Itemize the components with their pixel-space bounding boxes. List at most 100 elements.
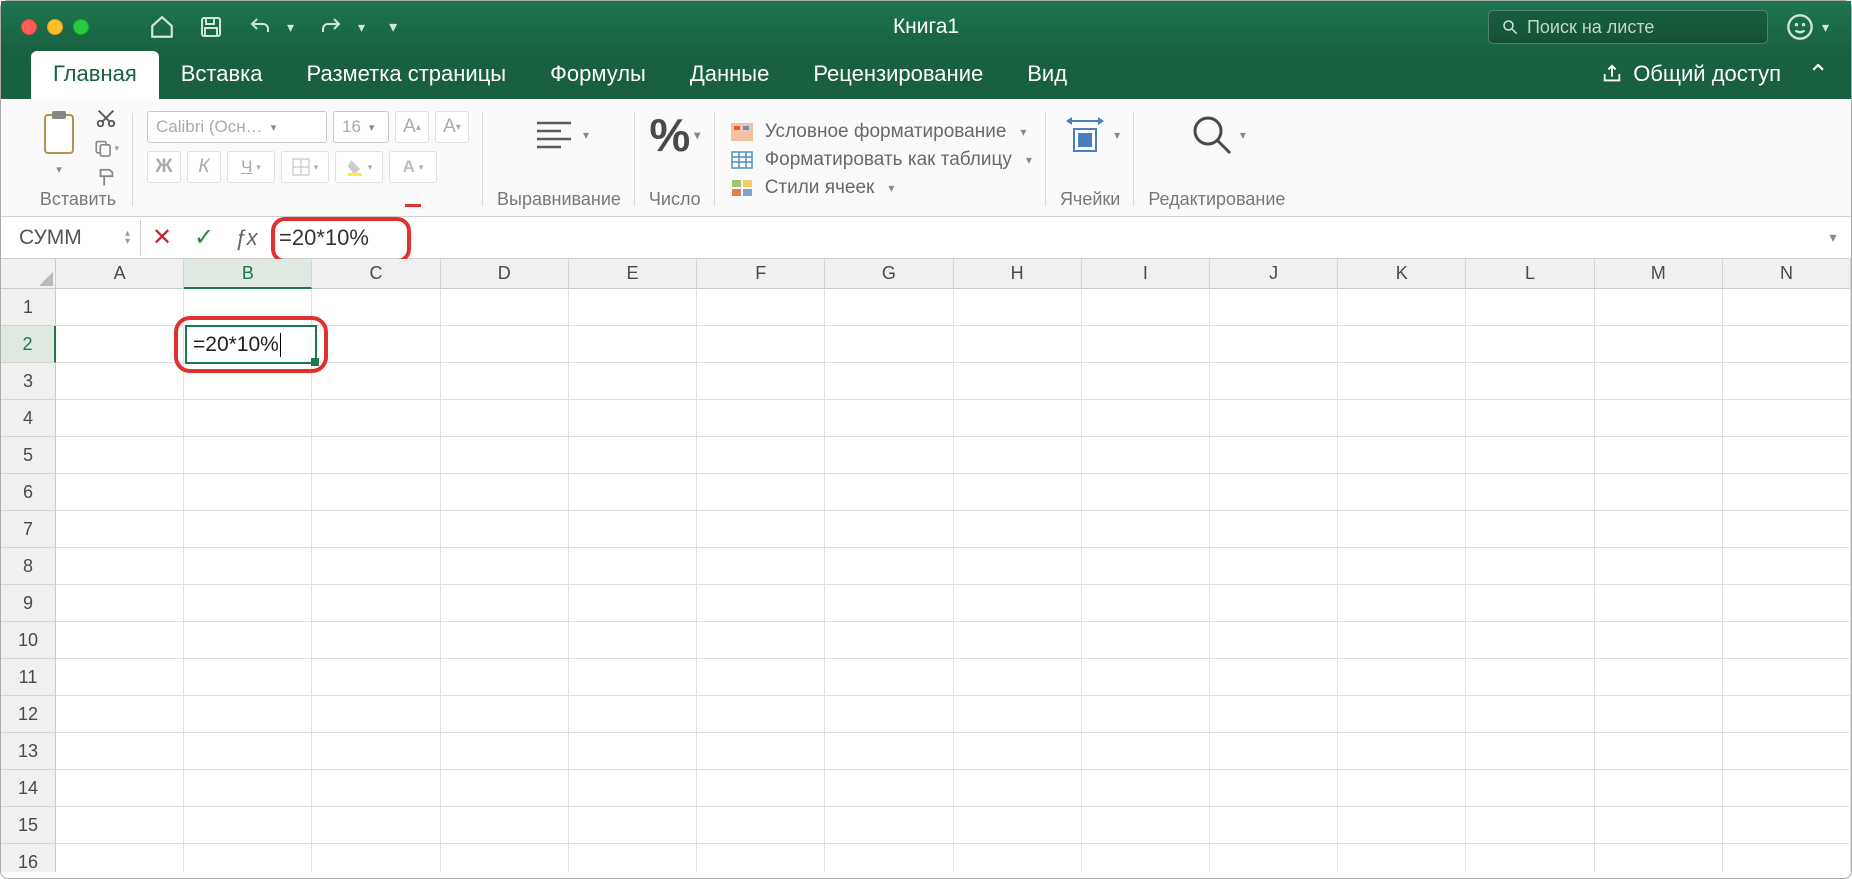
format-painter-icon[interactable] bbox=[93, 167, 119, 189]
cell[interactable] bbox=[312, 400, 440, 437]
cell[interactable] bbox=[1595, 511, 1723, 548]
tab-рецензирование[interactable]: Рецензирование bbox=[791, 51, 1005, 99]
cell[interactable] bbox=[312, 696, 440, 733]
paste-icon[interactable] bbox=[37, 107, 81, 159]
tab-вставка[interactable]: Вставка bbox=[159, 51, 285, 99]
cell[interactable] bbox=[312, 807, 440, 844]
cell[interactable] bbox=[1723, 400, 1851, 437]
cell[interactable] bbox=[1210, 585, 1338, 622]
collapse-ribbon-icon[interactable]: ⌃ bbox=[1807, 59, 1829, 90]
column-header[interactable]: E bbox=[569, 259, 697, 289]
name-box[interactable]: СУММ ▴▾ bbox=[1, 220, 141, 256]
cut-icon[interactable] bbox=[93, 107, 119, 129]
cell[interactable] bbox=[441, 807, 569, 844]
cell[interactable] bbox=[569, 363, 697, 400]
cell[interactable] bbox=[1595, 548, 1723, 585]
cell[interactable] bbox=[1082, 770, 1210, 807]
cell[interactable] bbox=[954, 363, 1082, 400]
column-header[interactable]: C bbox=[312, 259, 440, 289]
cell[interactable] bbox=[441, 585, 569, 622]
cell[interactable] bbox=[825, 696, 953, 733]
cancel-formula-button[interactable]: ✕ bbox=[141, 223, 183, 252]
tab-вид[interactable]: Вид bbox=[1005, 51, 1089, 99]
cell[interactable] bbox=[1466, 400, 1594, 437]
fx-label[interactable]: ƒx bbox=[225, 225, 267, 251]
cell[interactable] bbox=[1210, 807, 1338, 844]
cell[interactable] bbox=[1723, 733, 1851, 770]
cell[interactable] bbox=[441, 363, 569, 400]
cell[interactable] bbox=[1338, 437, 1466, 474]
row-header[interactable]: 6 bbox=[1, 474, 56, 511]
copy-icon[interactable]: ▾ bbox=[93, 137, 119, 159]
cell[interactable] bbox=[1466, 474, 1594, 511]
cell[interactable] bbox=[312, 548, 440, 585]
cell[interactable] bbox=[56, 400, 184, 437]
cell[interactable] bbox=[569, 733, 697, 770]
cell[interactable] bbox=[1723, 511, 1851, 548]
cell[interactable] bbox=[312, 289, 440, 326]
cell[interactable] bbox=[1595, 733, 1723, 770]
cell[interactable] bbox=[1338, 807, 1466, 844]
bold-button[interactable]: Ж bbox=[147, 151, 181, 183]
cell[interactable] bbox=[1595, 289, 1723, 326]
cell[interactable] bbox=[825, 548, 953, 585]
column-header[interactable]: N bbox=[1723, 259, 1851, 289]
cell[interactable] bbox=[1466, 622, 1594, 659]
cell[interactable] bbox=[1210, 437, 1338, 474]
cell[interactable] bbox=[697, 511, 825, 548]
cell[interactable] bbox=[1210, 844, 1338, 872]
cell[interactable] bbox=[1338, 400, 1466, 437]
cell[interactable] bbox=[184, 696, 312, 733]
cells-icon[interactable]: ▾ bbox=[1060, 107, 1120, 163]
cell[interactable] bbox=[1723, 659, 1851, 696]
cell[interactable] bbox=[312, 622, 440, 659]
cell[interactable] bbox=[825, 622, 953, 659]
font-color-button[interactable]: A ▾ bbox=[389, 151, 437, 183]
redo-menu-icon[interactable]: ▾ bbox=[358, 19, 365, 36]
cell[interactable] bbox=[184, 548, 312, 585]
cell[interactable] bbox=[569, 474, 697, 511]
cell[interactable] bbox=[1466, 437, 1594, 474]
cell[interactable] bbox=[1082, 474, 1210, 511]
cell[interactable] bbox=[441, 622, 569, 659]
cell[interactable] bbox=[56, 548, 184, 585]
cell[interactable] bbox=[569, 326, 697, 363]
cell[interactable] bbox=[56, 289, 184, 326]
font-name-combo[interactable]: Calibri (Осн…▾ bbox=[147, 111, 327, 143]
cell[interactable] bbox=[825, 770, 953, 807]
cell[interactable] bbox=[697, 400, 825, 437]
cell[interactable] bbox=[1723, 437, 1851, 474]
cell[interactable] bbox=[1210, 363, 1338, 400]
cell[interactable] bbox=[697, 696, 825, 733]
cell[interactable] bbox=[1210, 622, 1338, 659]
cell[interactable] bbox=[441, 289, 569, 326]
cell[interactable] bbox=[825, 807, 953, 844]
cell[interactable] bbox=[441, 548, 569, 585]
maximize-window-button[interactable] bbox=[73, 19, 89, 35]
save-icon[interactable] bbox=[199, 15, 223, 39]
cell[interactable] bbox=[1338, 659, 1466, 696]
cell[interactable] bbox=[697, 585, 825, 622]
cell[interactable] bbox=[569, 659, 697, 696]
cell[interactable] bbox=[1338, 844, 1466, 872]
cell[interactable] bbox=[312, 733, 440, 770]
italic-button[interactable]: К bbox=[187, 151, 221, 183]
feedback-icon[interactable] bbox=[1786, 13, 1814, 41]
cell[interactable] bbox=[697, 844, 825, 872]
cell[interactable] bbox=[569, 437, 697, 474]
formula-input[interactable]: =20*10% bbox=[267, 225, 1815, 251]
cell[interactable] bbox=[825, 659, 953, 696]
cell[interactable] bbox=[1082, 622, 1210, 659]
redo-icon[interactable] bbox=[318, 15, 344, 39]
cell[interactable] bbox=[954, 326, 1082, 363]
cell[interactable] bbox=[825, 400, 953, 437]
cell[interactable] bbox=[56, 437, 184, 474]
cell[interactable] bbox=[184, 400, 312, 437]
row-header[interactable]: 11 bbox=[1, 659, 56, 696]
cell[interactable] bbox=[1466, 363, 1594, 400]
cell[interactable] bbox=[697, 289, 825, 326]
cell[interactable] bbox=[1466, 696, 1594, 733]
cell[interactable] bbox=[1082, 511, 1210, 548]
cell[interactable] bbox=[954, 548, 1082, 585]
cell[interactable] bbox=[954, 696, 1082, 733]
